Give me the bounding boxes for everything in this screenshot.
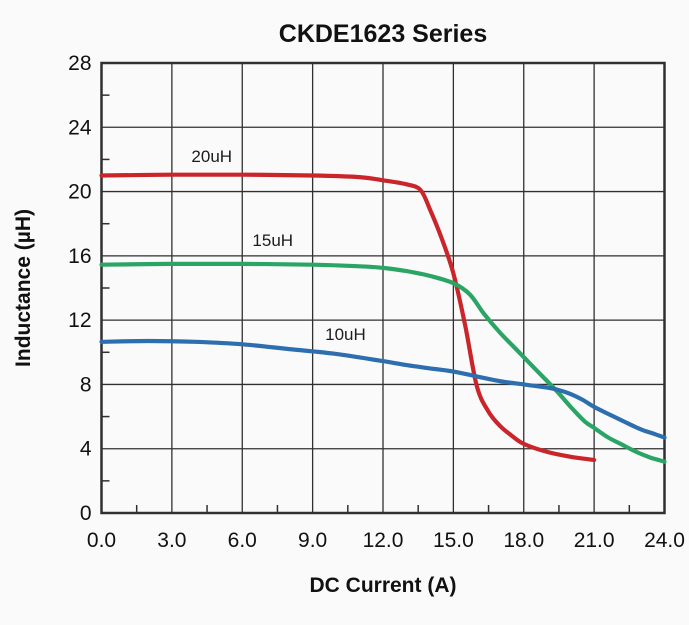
x-tick-label: 3.0 (157, 529, 186, 552)
x-tick-label: 24.0 (644, 529, 685, 552)
x-tick-label: 0.0 (87, 529, 116, 552)
x-tick-label: 18.0 (503, 529, 544, 552)
x-tick-label: 6.0 (228, 529, 257, 552)
curve-label-15uH: 15uH (252, 231, 293, 250)
tick-label-layer: 0.0 3.0 6.0 9.0 12.0 15.0 18.0 21.0 24.0 0 4 8 12 16 2… (68, 52, 685, 552)
y-tick-label: 24 (68, 116, 92, 139)
y-tick-label: 8 (80, 373, 92, 396)
x-tick-label: 21.0 (574, 529, 615, 552)
y-tick-label: 28 (68, 52, 91, 75)
y-tick-label: 0 (80, 502, 92, 525)
curve-20uH (99, 172, 597, 463)
y-tick-label: 16 (68, 245, 91, 268)
x-axis-title: DC Current (A) (310, 574, 457, 597)
grid-layer (101, 63, 665, 513)
curve-label-20uH: 20uH (191, 147, 232, 166)
tick-layer (101, 94, 631, 513)
x-tick-label: 15.0 (433, 529, 474, 552)
y-tick-label: 12 (68, 309, 91, 332)
curve-15uH (99, 261, 667, 464)
y-axis-title: Inductance (µH) (12, 209, 35, 367)
y-tick-label: 20 (68, 181, 91, 204)
x-tick-label: 9.0 (298, 529, 327, 552)
curve-layer (99, 172, 667, 464)
y-tick-label: 4 (80, 438, 92, 461)
curve-label-layer: 20uH 15uH 10uH (191, 147, 365, 344)
plot-area-border (100, 61, 666, 515)
curve-label-10uH: 10uH (325, 325, 366, 344)
x-tick-label: 12.0 (363, 529, 404, 552)
chart-title: CKDE1623 Series (279, 20, 487, 48)
curve-10uH (99, 338, 667, 440)
